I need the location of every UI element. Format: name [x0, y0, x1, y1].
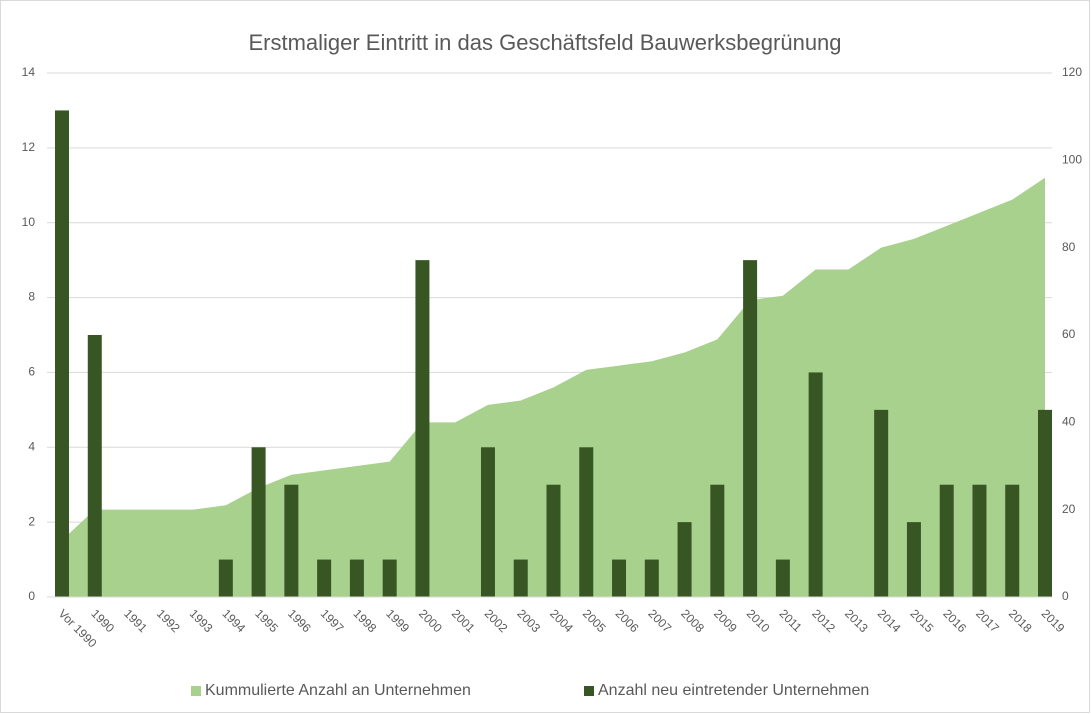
bar — [612, 559, 627, 597]
bar — [874, 409, 889, 597]
bar — [972, 484, 987, 597]
bar — [87, 335, 102, 597]
y-tick-label: 14 — [22, 65, 36, 79]
bar — [743, 260, 758, 597]
y2-tick-label: 80 — [1062, 240, 1076, 254]
y2-tick-label: 20 — [1062, 502, 1076, 516]
bar — [218, 559, 233, 597]
bar — [906, 522, 921, 597]
bar — [710, 484, 725, 597]
y2-tick-label: 60 — [1062, 327, 1076, 341]
bar — [644, 559, 659, 597]
legend-swatch — [191, 686, 201, 696]
y2-tick-label: 0 — [1062, 589, 1069, 603]
bar — [579, 447, 594, 597]
area — [62, 177, 1045, 598]
bar — [513, 559, 528, 597]
bar — [382, 559, 397, 597]
bar — [55, 110, 69, 597]
y2-tick-label: 40 — [1062, 415, 1076, 429]
legend-label: Kummulierte Anzahl an Unternehmen — [205, 682, 471, 699]
chart-title: Erstmaliger Eintritt in das Geschäftsfel… — [248, 30, 841, 55]
legend-label: Anzahl neu eintretender Unternehmen — [598, 682, 869, 699]
y2-tick-label: 100 — [1062, 153, 1082, 167]
bar — [939, 484, 954, 597]
bar — [546, 484, 561, 597]
bar — [1005, 484, 1020, 597]
y-tick-label: 12 — [22, 140, 36, 154]
y-tick-label: 4 — [28, 439, 35, 453]
bar — [1038, 409, 1052, 597]
bar — [677, 522, 692, 597]
y-tick-label: 2 — [28, 514, 35, 528]
bar — [415, 260, 430, 597]
bar — [251, 447, 266, 597]
y-tick-label: 6 — [28, 365, 35, 379]
y-tick-label: 8 — [28, 290, 35, 304]
y-tick-label: 10 — [22, 215, 36, 229]
y-tick-label: 0 — [28, 589, 35, 603]
bar — [808, 372, 823, 597]
y2-tick-label: 120 — [1062, 65, 1082, 79]
bar — [317, 559, 332, 597]
bar — [775, 559, 790, 597]
bar — [480, 447, 495, 597]
bar — [349, 559, 364, 597]
bar — [284, 484, 299, 597]
legend-swatch — [584, 686, 594, 696]
